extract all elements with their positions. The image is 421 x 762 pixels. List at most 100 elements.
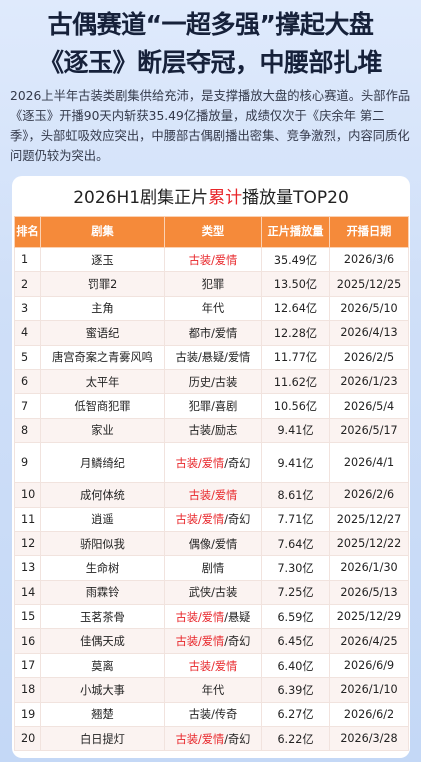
drama-cell: 逐玉 xyxy=(40,246,165,273)
table-row: 19 翘楚 古装/传奇 6.27亿 2026/6/2 xyxy=(14,701,409,728)
drama-cell: 唐宫奇案之青雾风鸣 xyxy=(40,344,165,370)
genre-part: 古装/爱情 xyxy=(188,488,238,502)
drama-cell: 玉茗茶骨 xyxy=(40,604,165,630)
plays-cell: 7.30亿 xyxy=(261,555,330,581)
date-cell: 2026/1/23 xyxy=(329,368,409,395)
title-part: 2026H1剧集正片 xyxy=(73,188,209,208)
rank-cell: 16 xyxy=(14,628,41,654)
plays-cell: 12.28亿 xyxy=(261,320,330,346)
date-cell: 2025/12/22 xyxy=(329,530,409,557)
genre-cell: 剧情 xyxy=(164,555,262,581)
date-cell: 2026/4/25 xyxy=(329,628,409,654)
genre-cell: 古装/励志 xyxy=(164,417,262,444)
genre-part: 古装/爱情 xyxy=(175,732,225,746)
date-cell: 2026/2/6 xyxy=(329,482,409,508)
header: 古偶赛道“一超多强”撑起大盘 《逐玉》断层夺冠，中腰部扎堆 2026上半年古装类… xyxy=(0,0,421,168)
drama-cell: 佳偶天成 xyxy=(40,628,165,654)
genre-part: /奇幻 xyxy=(224,456,251,470)
genre-cell: 古装/爱情 xyxy=(164,246,262,273)
plays-cell: 11.62亿 xyxy=(261,368,330,395)
drama-cell: 白日提灯 xyxy=(40,726,165,752)
table-row: 5 唐宫奇案之青雾风鸣 古装/悬疑/爱情 11.77亿 2026/2/5 xyxy=(14,344,409,370)
genre-cell: 古装/悬疑/爱情 xyxy=(164,344,262,370)
genre-part: 古装/励志 xyxy=(188,424,238,438)
table-row: 4 蜜语纪 都市/爱情 12.28亿 2026/4/13 xyxy=(14,320,409,346)
table-row: 15 玉茗茶骨 古装/爱情/悬疑 6.59亿 2025/12/29 xyxy=(14,604,409,630)
genre-part: /悬疑 xyxy=(224,610,251,624)
table-row: 3 主角 年代 12.64亿 2026/5/10 xyxy=(14,295,409,322)
headline: 《逐玉》断层夺冠，中腰部扎堆 xyxy=(38,48,383,77)
genre-cell: 古装/爱情 xyxy=(164,482,262,508)
date-cell: 2026/4/1 xyxy=(329,442,409,484)
rank-cell: 2 xyxy=(14,271,41,297)
date-cell: 2026/6/2 xyxy=(329,701,409,728)
genre-part: 古装/悬疑/爱情 xyxy=(175,351,251,365)
genre-part: 古装/爱情 xyxy=(175,635,225,649)
genre-part: 偶像/爱情 xyxy=(188,537,238,551)
genre-part: 都市/爱情 xyxy=(188,326,238,340)
date-cell: 2026/1/10 xyxy=(329,677,409,703)
date-cell: 2026/5/10 xyxy=(329,295,409,322)
drama-cell: 罚罪2 xyxy=(40,271,165,297)
column-header: 剧集 xyxy=(40,216,165,248)
rank-cell: 1 xyxy=(14,246,41,273)
ranking-table: 排名 剧集 类型 正片播放量 开播日期 1 逐玉 古装/爱情 35.49亿 2026/3/6 2 罚… xyxy=(14,216,409,752)
date-cell: 2026/1/30 xyxy=(329,555,409,581)
plays-cell: 9.41亿 xyxy=(261,442,330,484)
date-cell: 2026/5/13 xyxy=(329,579,409,606)
rank-cell: 19 xyxy=(14,701,41,728)
drama-cell: 低智商犯罪 xyxy=(40,393,165,419)
drama-cell: 莫离 xyxy=(40,652,165,679)
genre-part: /奇幻 xyxy=(224,513,251,527)
rank-cell: 12 xyxy=(14,530,41,557)
date-cell: 2025/12/27 xyxy=(329,506,409,532)
table-row: 12 骄阳似我 偶像/爱情 7.64亿 2025/12/22 xyxy=(14,530,409,557)
genre-cell: 古装/爱情/奇幻 xyxy=(164,506,262,532)
table-row: 14 雨霖铃 武侠/古装 7.25亿 2026/5/13 xyxy=(14,579,409,606)
table-row: 13 生命树 剧情 7.30亿 2026/1/30 xyxy=(14,555,409,581)
genre-cell: 古装/爱情/悬疑 xyxy=(164,604,262,630)
drama-cell: 成何体统 xyxy=(40,482,165,508)
date-cell: 2026/4/13 xyxy=(329,320,409,346)
date-cell: 2026/3/6 xyxy=(329,246,409,273)
genre-cell: 历史/古装 xyxy=(164,368,262,395)
genre-part: 古装/爱情 xyxy=(175,610,225,624)
plays-cell: 12.64亿 xyxy=(261,295,330,322)
drama-cell: 生命树 xyxy=(40,555,165,581)
genre-part: 犯罪 xyxy=(201,278,225,292)
plays-cell: 6.59亿 xyxy=(261,604,330,630)
table-row: 10 成何体统 古装/爱情 8.61亿 2026/2/6 xyxy=(14,482,409,508)
drama-cell: 主角 xyxy=(40,295,165,322)
genre-part: 古装/爱情 xyxy=(175,513,225,527)
plays-cell: 6.22亿 xyxy=(261,726,330,752)
genre-cell: 武侠/古装 xyxy=(164,579,262,606)
genre-cell: 古装/爱情/奇幻 xyxy=(164,442,262,484)
genre-cell: 犯罪 xyxy=(164,271,262,297)
table-row: 8 家业 古装/励志 9.41亿 2026/5/17 xyxy=(14,417,409,444)
genre-cell: 犯罪/喜剧 xyxy=(164,393,262,419)
drama-cell: 雨霖铃 xyxy=(40,579,165,606)
genre-part: 古装/爱情 xyxy=(175,456,225,470)
genre-part: 古装/爱情 xyxy=(188,659,238,673)
plays-cell: 8.61亿 xyxy=(261,482,330,508)
date-cell: 2025/12/29 xyxy=(329,604,409,630)
table-row: 9 月鳞绮纪 古装/爱情/奇幻 9.41亿 2026/4/1 xyxy=(14,442,409,484)
title-part: 播放量TOP20 xyxy=(242,188,349,208)
rank-cell: 9 xyxy=(14,442,41,484)
genre-cell: 古装/爱情/奇幻 xyxy=(164,628,262,654)
plays-cell: 11.77亿 xyxy=(261,344,330,370)
date-cell: 2026/6/9 xyxy=(329,652,409,679)
genre-cell: 都市/爱情 xyxy=(164,320,262,346)
genre-part: 古装/传奇 xyxy=(188,708,238,722)
genre-cell: 古装/爱情/奇幻 xyxy=(164,726,262,752)
date-cell: 2026/2/5 xyxy=(329,344,409,370)
title-part: 累计 xyxy=(208,188,243,208)
genre-cell: 古装/传奇 xyxy=(164,701,262,728)
column-header: 排名 xyxy=(14,216,41,248)
rank-cell: 13 xyxy=(14,555,41,581)
plays-cell: 10.56亿 xyxy=(261,393,330,419)
table-row: 1 逐玉 古装/爱情 35.49亿 2026/3/6 xyxy=(14,246,409,273)
column-header: 开播日期 xyxy=(329,216,409,248)
